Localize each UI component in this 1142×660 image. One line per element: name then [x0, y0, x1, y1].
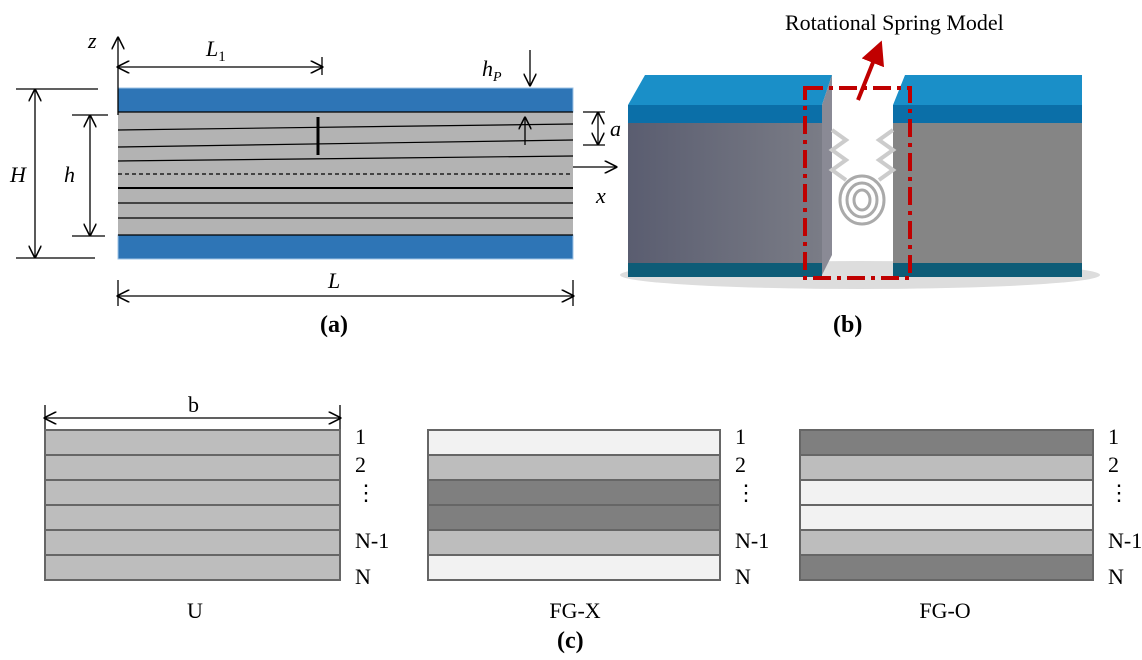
layer	[800, 555, 1093, 580]
layer-label: N	[355, 564, 371, 589]
stacks: 1 2 ⋮ N-1 N U 1 2 ⋮ N-1 N FG-X 1 2 ⋮ N-1 N FG-O	[45, 424, 1142, 623]
layer-label: 2	[735, 452, 746, 477]
layer-label: N-1	[1108, 528, 1142, 553]
layer-label: N	[735, 564, 751, 589]
layer	[45, 530, 340, 555]
layer-label: 2	[1108, 452, 1119, 477]
subscript: 1	[218, 49, 226, 65]
layer	[800, 430, 1093, 455]
l1-label: L1	[205, 36, 226, 65]
layer	[45, 430, 340, 455]
hp-label: hP	[482, 56, 502, 85]
layer	[428, 505, 720, 530]
layer	[800, 530, 1093, 555]
l-label: L	[327, 268, 340, 293]
layer-label: N	[1108, 564, 1124, 589]
stack-name: FG-O	[919, 598, 970, 623]
layer	[428, 530, 720, 555]
x-label: x	[595, 183, 606, 208]
layer	[428, 455, 720, 480]
z-label: z	[87, 28, 97, 53]
layer-label: 1	[735, 424, 746, 449]
caption: (a)	[320, 312, 348, 338]
caption: (b)	[833, 312, 862, 338]
spring-model	[620, 45, 1100, 289]
h-total-label: H	[9, 162, 27, 187]
layer	[800, 455, 1093, 480]
layer	[428, 430, 720, 455]
layer	[45, 480, 340, 505]
stack-name: U	[187, 598, 203, 623]
layer	[45, 455, 340, 480]
layer	[800, 505, 1093, 530]
layer	[428, 480, 720, 505]
subscript: P	[492, 70, 502, 85]
layer-label: 1	[355, 424, 366, 449]
layer-label: ⋮	[735, 480, 757, 505]
layer	[428, 555, 720, 580]
layer-label: N-1	[355, 528, 389, 553]
figure: z L1 hP a x H h L (a) Rotational Spring …	[0, 0, 1142, 660]
layer-label: ⋮	[1108, 480, 1130, 505]
h-core-label: h	[64, 162, 75, 187]
a-label: a	[610, 116, 621, 141]
layer-label: N-1	[735, 528, 769, 553]
symbol: L	[205, 36, 218, 61]
layer-label: 2	[355, 452, 366, 477]
symbol: h	[482, 56, 493, 81]
layer	[800, 480, 1093, 505]
stack-name: FG-X	[549, 598, 600, 623]
beam	[118, 88, 573, 259]
layer	[45, 505, 340, 530]
layer-label: ⋮	[355, 480, 377, 505]
width-label: b	[188, 392, 199, 417]
spring-label: Rotational Spring Model	[785, 10, 1004, 35]
caption: (c)	[557, 628, 584, 654]
layer	[45, 555, 340, 580]
layer-label: 1	[1108, 424, 1119, 449]
